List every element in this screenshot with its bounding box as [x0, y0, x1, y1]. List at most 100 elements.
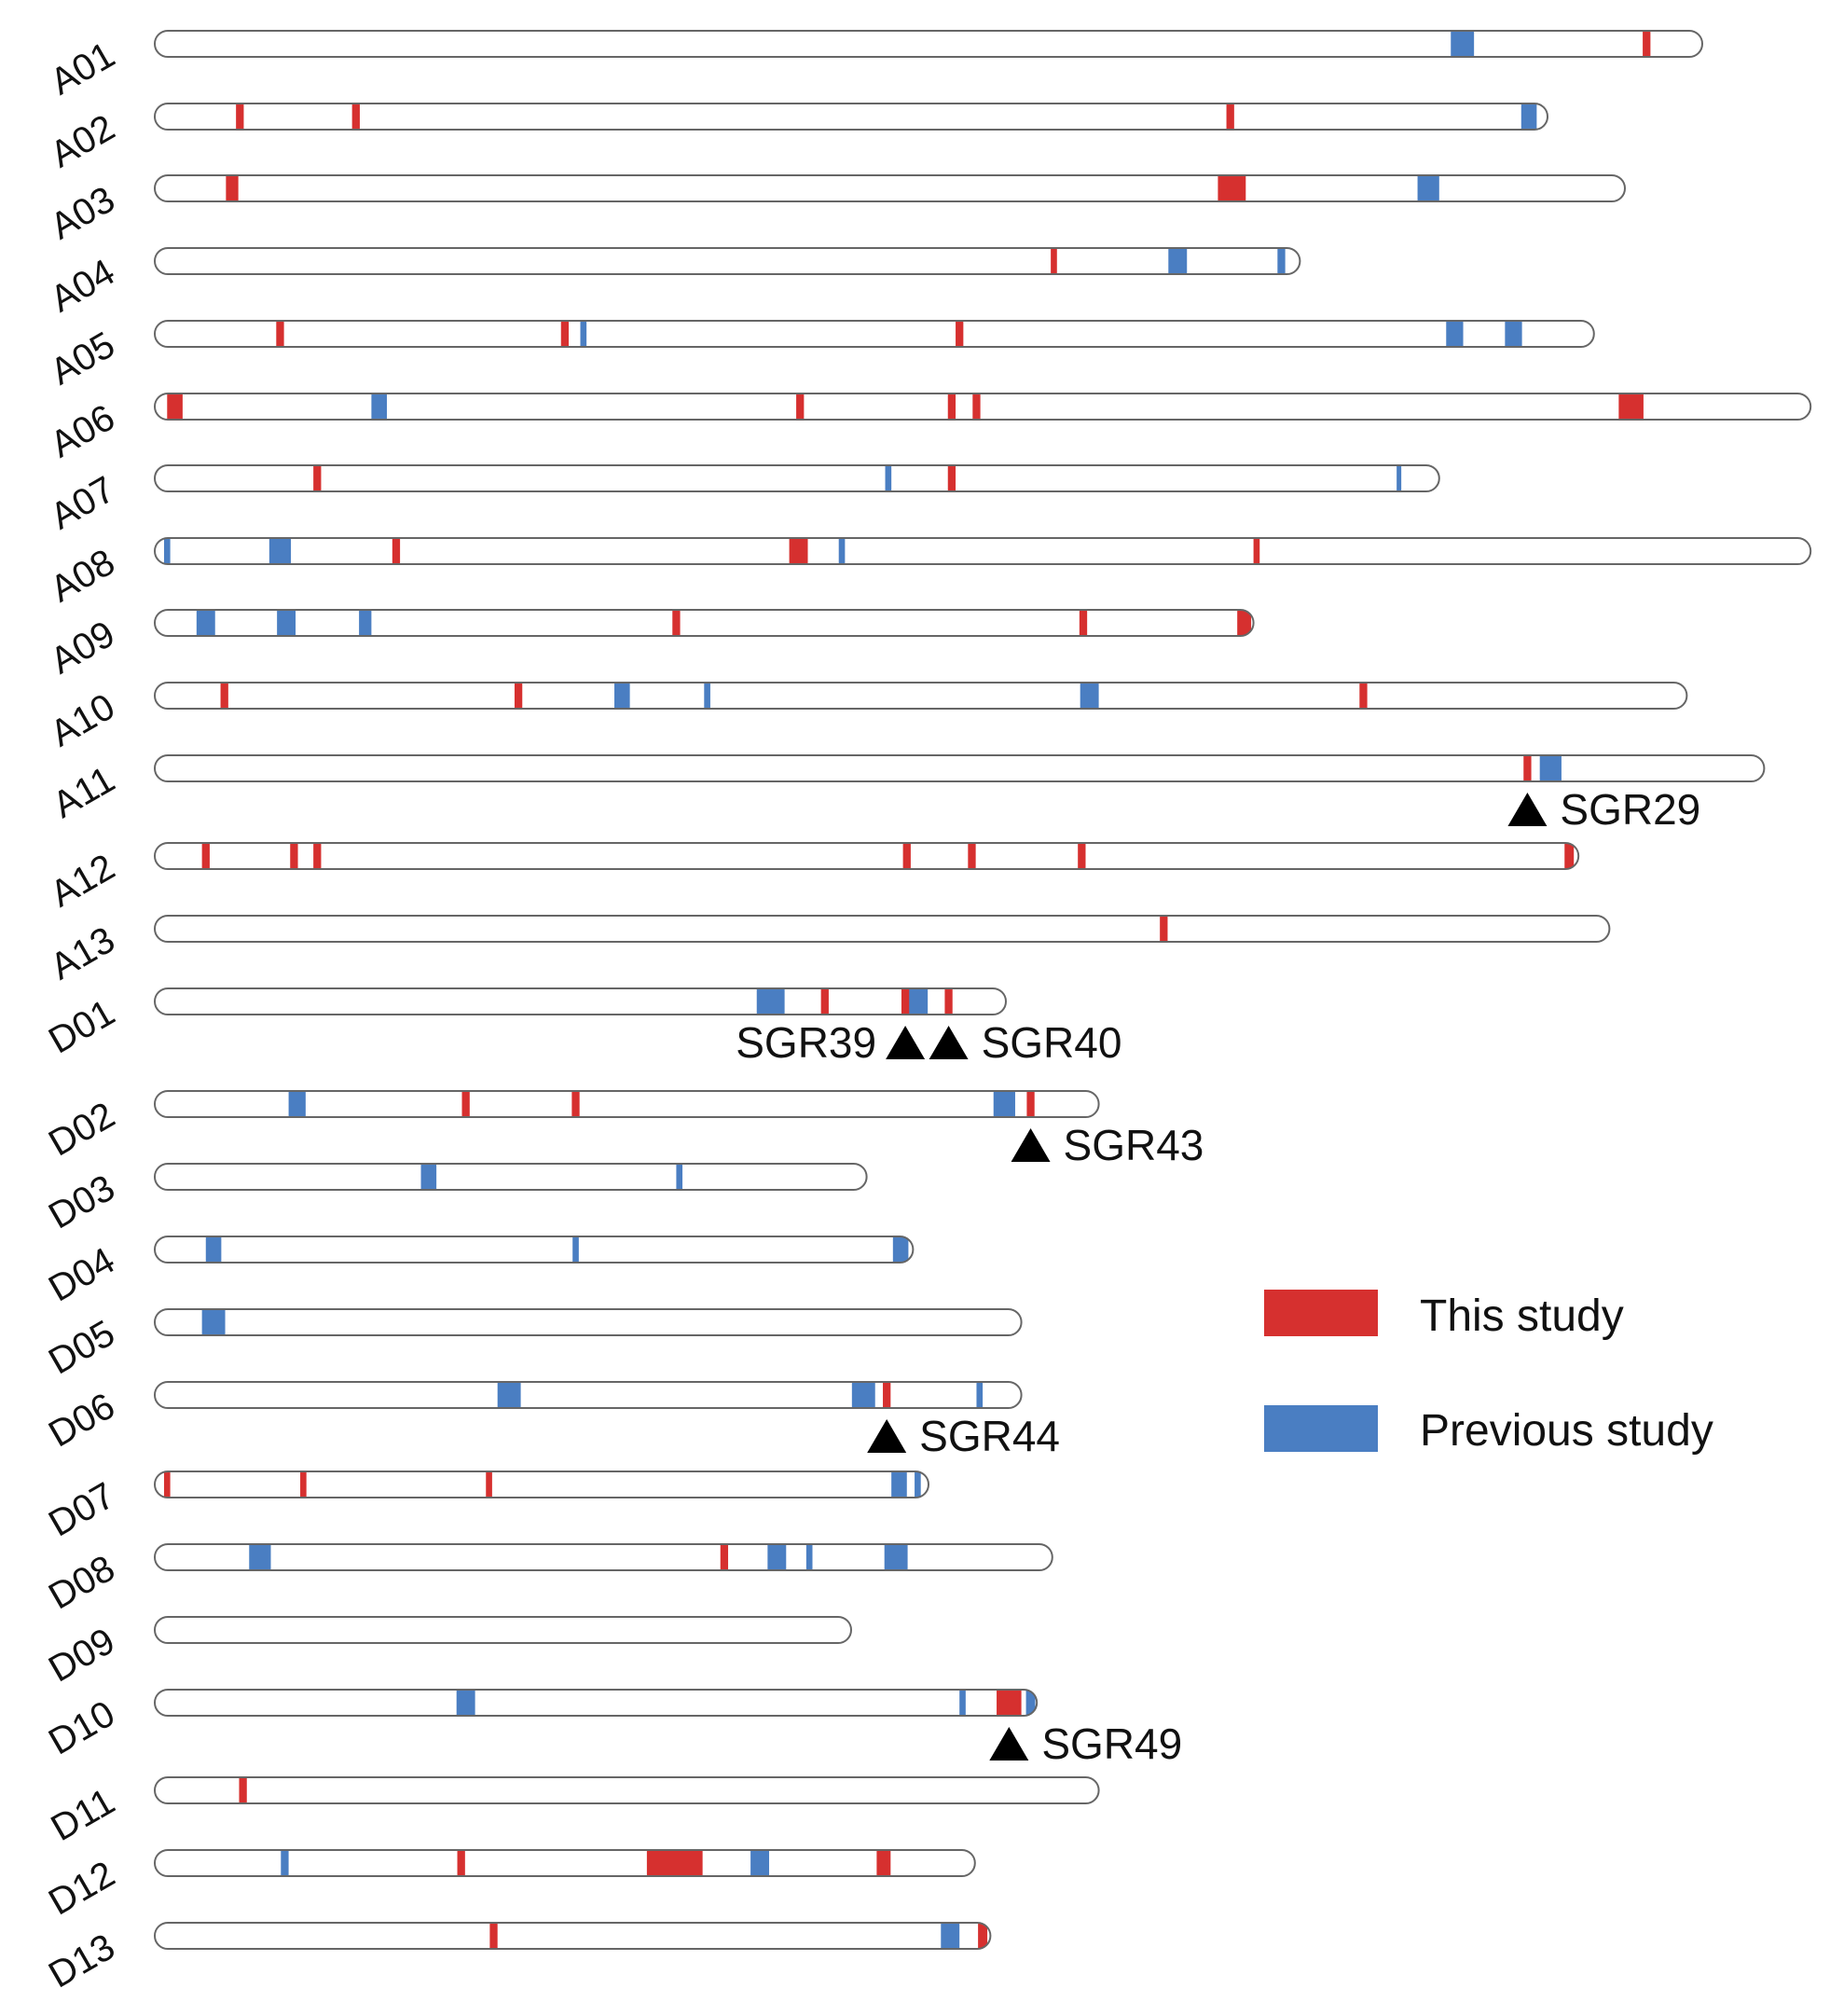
this-study-locus [1237, 610, 1252, 636]
chromosome-bar [155, 1164, 867, 1190]
chromosome-outline [154, 1776, 1100, 1804]
marker-triangle-sgr49 [989, 1727, 1029, 1761]
chromosome-bar [155, 1544, 1053, 1570]
this-study-locus [313, 843, 322, 869]
chromosome-outline [154, 1163, 868, 1191]
this-study-locus [978, 1923, 988, 1949]
previous-study-locus [1168, 248, 1188, 274]
previous-study-locus [767, 1544, 787, 1570]
chromosome-outline [154, 609, 1255, 637]
chromosome-d01: D01 SGR39 SGR40 [42, 987, 1122, 1067]
this-study-locus [883, 1382, 891, 1408]
chromosome-outline [154, 842, 1580, 870]
previous-study-locus [277, 610, 296, 636]
chromosome-bar [155, 755, 1765, 781]
previous-study-locus [1080, 683, 1099, 709]
this-study-locus [876, 1850, 891, 1876]
this-study-locus [457, 1850, 465, 1876]
chromosome-bar [155, 988, 1006, 1015]
chromosome-d06: D06 SGR44 [42, 1381, 1060, 1460]
chromosome-a02: A02 [44, 103, 1548, 176]
chromosome-outline [154, 987, 1007, 1015]
chromosome-outline [154, 682, 1688, 710]
chromosome-bar [155, 1923, 991, 1949]
chromosome-d08: D08 [42, 1543, 1053, 1618]
chromosome-outline [154, 464, 1440, 492]
chromosome-outline [154, 915, 1611, 943]
this-study-locus [290, 843, 298, 869]
chromosome-label: D11 [45, 1781, 122, 1849]
chromosome-bar [155, 683, 1687, 709]
chromosome-a11: A11 SGR29 [46, 754, 1766, 834]
chromosome-bar [155, 321, 1594, 347]
this-study-locus [1218, 175, 1246, 201]
chromosome-a07: A07 [44, 464, 1440, 537]
this-study-locus [997, 1690, 1022, 1716]
chromosome-label: D08 [42, 1548, 122, 1618]
this-study-locus [789, 538, 808, 564]
this-study-locus [392, 538, 401, 564]
previous-study-locus [1451, 31, 1475, 57]
chromosome-d13: D13 [42, 1922, 992, 1995]
this-study-locus [201, 843, 210, 869]
previous-study-locus [915, 1471, 921, 1498]
chromosome-d09: D09 [42, 1616, 852, 1690]
this-study-locus [1618, 394, 1644, 420]
chromosome-label: D07 [42, 1475, 122, 1545]
this-study-locus [1523, 755, 1532, 781]
this-study-locus [968, 843, 976, 869]
previous-study-locus [993, 1091, 1015, 1117]
chromosome-d02: D02 SGR43 [42, 1090, 1204, 1169]
chromosome-bar [155, 1236, 914, 1263]
chromosome-outline [154, 174, 1626, 202]
chromosome-bar [155, 1382, 1022, 1408]
chromosome-bar [155, 104, 1548, 130]
previous-study-locus [456, 1690, 475, 1716]
chromosome-label: A02 [44, 107, 122, 176]
chromosome-a06: A06 [44, 393, 1812, 465]
chromosome-bar [155, 1309, 1022, 1335]
chromosome-d03: D03 [42, 1163, 868, 1237]
chromosome-outline [154, 1308, 1023, 1336]
this-study-locus [571, 1091, 580, 1117]
chromosome-a08: A08 [44, 537, 1812, 610]
chromosome-bar [155, 1850, 975, 1876]
chromosome-bar [155, 538, 1811, 564]
previous-study-locus [1397, 465, 1402, 491]
chromosome-outline [154, 320, 1595, 348]
chromosome-label: D03 [42, 1167, 122, 1237]
chromosome-bar [155, 31, 1702, 57]
chromosome-bar [155, 1617, 851, 1643]
legend-label-previous-study: Previous study [1420, 1406, 1713, 1456]
previous-study-locus [288, 1091, 306, 1117]
chromosome-outline [154, 754, 1766, 782]
this-study-locus [226, 175, 239, 201]
this-study-locus [1564, 843, 1575, 869]
marker-label-sgr40: SGR40 [982, 1018, 1122, 1067]
chromosome-bar [155, 1091, 1099, 1117]
chromosome-bar [155, 1777, 1099, 1803]
previous-study-locus [268, 538, 292, 564]
this-study-locus [972, 394, 981, 420]
previous-study-locus [756, 988, 785, 1015]
this-study-locus [1359, 683, 1368, 709]
previous-study-locus [750, 1850, 770, 1876]
chromosome-outline [154, 1849, 976, 1877]
previous-study-locus [614, 683, 630, 709]
chromosome-a10: A10 [44, 682, 1688, 754]
legend-swatch-this-study [1264, 1290, 1378, 1336]
this-study-locus [796, 394, 805, 420]
this-study-locus [947, 465, 956, 491]
chromosome-label: A09 [44, 614, 122, 683]
previous-study-locus [941, 1923, 960, 1949]
this-study-locus [1160, 916, 1168, 942]
chromosome-outline [154, 1090, 1100, 1118]
chromosome-outline [154, 1689, 1039, 1717]
previous-study-locus [359, 610, 372, 636]
chromosome-label: A12 [44, 847, 122, 916]
chromosome-a13: A13 [44, 915, 1611, 987]
chromosome-label: D06 [42, 1386, 122, 1456]
marker-triangle-sgr39 [886, 1026, 926, 1059]
this-study-locus [902, 843, 911, 869]
